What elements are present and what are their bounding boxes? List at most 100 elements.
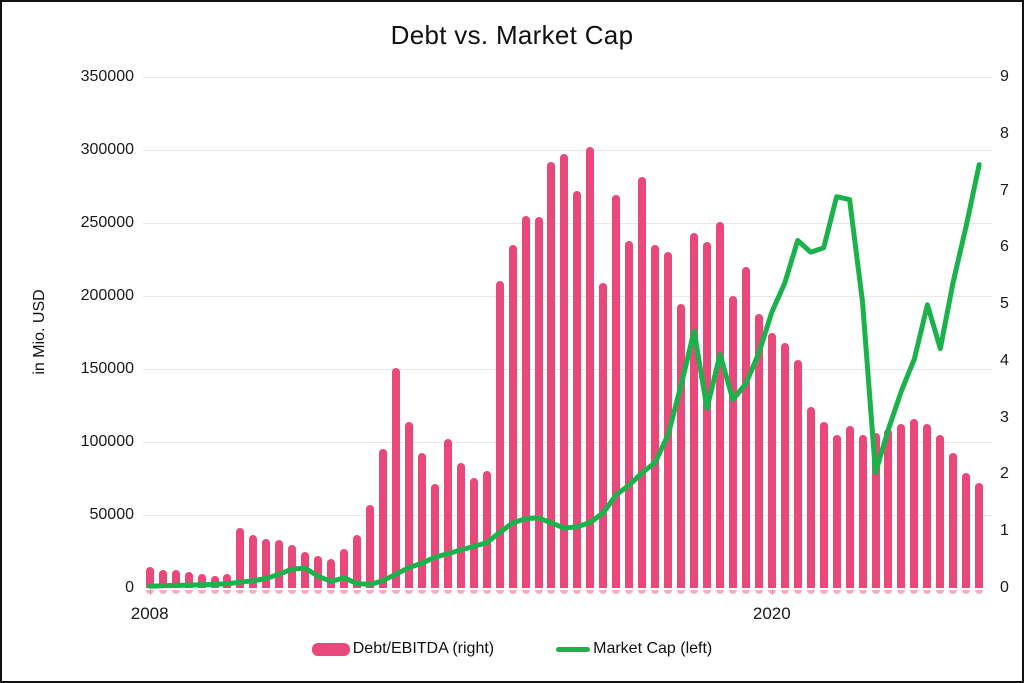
bar-base-stub (236, 590, 245, 594)
bar-base-stub (547, 590, 556, 594)
bar-base-stub (301, 590, 310, 594)
debt-ebitda-bar[interactable] (482, 471, 491, 588)
bar-base-stub (482, 590, 491, 594)
debt-ebitda-bar[interactable] (547, 161, 556, 588)
debt-ebitda-bar[interactable] (197, 574, 206, 588)
bar-base-stub (793, 590, 802, 594)
debt-ebitda-bar[interactable] (871, 432, 880, 588)
bar-base-stub (391, 590, 400, 594)
debt-ebitda-bar[interactable] (625, 240, 634, 588)
debt-ebitda-bar[interactable] (430, 484, 439, 588)
debt-ebitda-bar[interactable] (651, 245, 660, 588)
bar-base-stub (145, 590, 154, 594)
left-axis-tick-label: 0 (125, 579, 134, 596)
debt-ebitda-bar[interactable] (508, 245, 517, 588)
legend-item-market-cap[interactable]: Market Cap (left) (556, 640, 712, 658)
debt-ebitda-bar[interactable] (638, 177, 647, 588)
right-axis-tick-label: 8 (1000, 124, 1009, 142)
bar-base-stub (249, 590, 258, 594)
debt-ebitda-bar[interactable] (366, 504, 375, 588)
bar-base-stub (923, 590, 932, 594)
debt-ebitda-bar[interactable] (949, 453, 958, 588)
debt-ebitda-bar[interactable] (897, 424, 906, 588)
bar-base-stub (443, 590, 452, 594)
debt-ebitda-bar[interactable] (819, 421, 828, 588)
debt-ebitda-bar[interactable] (728, 296, 737, 588)
debt-ebitda-bar[interactable] (314, 555, 323, 588)
debt-ebitda-bar[interactable] (262, 539, 271, 588)
debt-ebitda-bar[interactable] (378, 449, 387, 588)
bar-base-stub (158, 590, 167, 594)
debt-ebitda-bar[interactable] (975, 482, 984, 588)
debt-ebitda-bar[interactable] (443, 439, 452, 588)
bar-base-stub (728, 590, 737, 594)
debt-ebitda-bar[interactable] (793, 360, 802, 588)
debt-ebitda-bar[interactable] (910, 418, 919, 588)
debt-ebitda-bar[interactable] (404, 421, 413, 588)
bar-base-stub (962, 590, 971, 594)
debt-ebitda-bar[interactable] (171, 570, 180, 588)
bar-base-stub (897, 590, 906, 594)
debt-ebitda-bar[interactable] (690, 233, 699, 588)
debt-ebitda-bar[interactable] (754, 313, 763, 588)
debt-ebitda-bar[interactable] (210, 575, 219, 588)
debt-ebitda-bar[interactable] (391, 368, 400, 588)
bar-base-stub (275, 590, 284, 594)
bar-base-stub (495, 590, 504, 594)
debt-ebitda-bar[interactable] (664, 252, 673, 588)
bar-base-stub (366, 590, 375, 594)
debt-ebitda-bar[interactable] (884, 429, 893, 588)
debt-ebitda-bar[interactable] (858, 434, 867, 588)
bar-base-stub (430, 590, 439, 594)
bar-base-stub (884, 590, 893, 594)
debt-ebitda-bar[interactable] (236, 528, 245, 588)
debt-ebitda-bar[interactable] (301, 551, 310, 588)
debt-ebitda-bar[interactable] (521, 215, 530, 588)
debt-ebitda-bar[interactable] (417, 453, 426, 588)
debt-ebitda-bar[interactable] (249, 535, 258, 588)
debt-ebitda-bar[interactable] (780, 342, 789, 588)
debt-ebitda-bar[interactable] (353, 534, 362, 588)
debt-ebitda-bar[interactable] (340, 549, 349, 588)
debt-ebitda-bar[interactable] (962, 472, 971, 588)
gridline (143, 150, 992, 151)
debt-ebitda-bar[interactable] (936, 434, 945, 588)
left-axis-tick-label: 150000 (80, 360, 134, 377)
bar-base-stub (832, 590, 841, 594)
debt-ebitda-bar[interactable] (327, 559, 336, 588)
debt-ebitda-bar[interactable] (145, 566, 154, 588)
debt-ebitda-bar[interactable] (923, 424, 932, 588)
debt-ebitda-bar[interactable] (223, 574, 232, 588)
debt-ebitda-bar[interactable] (560, 154, 569, 588)
debt-ebitda-bar[interactable] (741, 266, 750, 588)
debt-ebitda-bar[interactable] (715, 221, 724, 588)
debt-ebitda-bar[interactable] (288, 545, 297, 588)
debt-ebitda-bar[interactable] (599, 283, 608, 588)
debt-ebitda-bar[interactable] (845, 426, 854, 588)
debt-ebitda-bar[interactable] (767, 332, 776, 588)
debt-ebitda-bar[interactable] (703, 242, 712, 588)
debt-ebitda-bar[interactable] (534, 217, 543, 588)
debt-ebitda-bar[interactable] (184, 572, 193, 588)
left-axis-tick-label: 350000 (80, 68, 134, 85)
debt-ebitda-bar[interactable] (469, 478, 478, 588)
debt-ebitda-bar[interactable] (456, 462, 465, 588)
gridline (143, 77, 992, 78)
debt-ebitda-bar[interactable] (612, 195, 621, 588)
debt-ebitda-bar[interactable] (158, 570, 167, 588)
debt-ebitda-bar[interactable] (677, 303, 686, 588)
legend-item-debt-ebitda[interactable]: Debt/EBITDA (right) (311, 640, 495, 658)
debt-ebitda-bar[interactable] (573, 191, 582, 588)
bar-base-stub (560, 590, 569, 594)
debt-ebitda-bar[interactable] (495, 281, 504, 588)
debt-ebitda-bar[interactable] (832, 434, 841, 588)
legend-label: Market Cap (left) (593, 640, 713, 657)
debt-ebitda-bar[interactable] (806, 406, 815, 588)
bar-base-stub (625, 590, 634, 594)
legend-label: Debt/EBITDA (right) (352, 640, 495, 657)
debt-ebitda-bar[interactable] (586, 146, 595, 588)
bar-base-stub (638, 590, 647, 594)
debt-ebitda-bar[interactable] (275, 539, 284, 588)
left-axis-tick-label: 300000 (80, 141, 134, 158)
right-axis-tick-label: 1 (1000, 522, 1009, 540)
